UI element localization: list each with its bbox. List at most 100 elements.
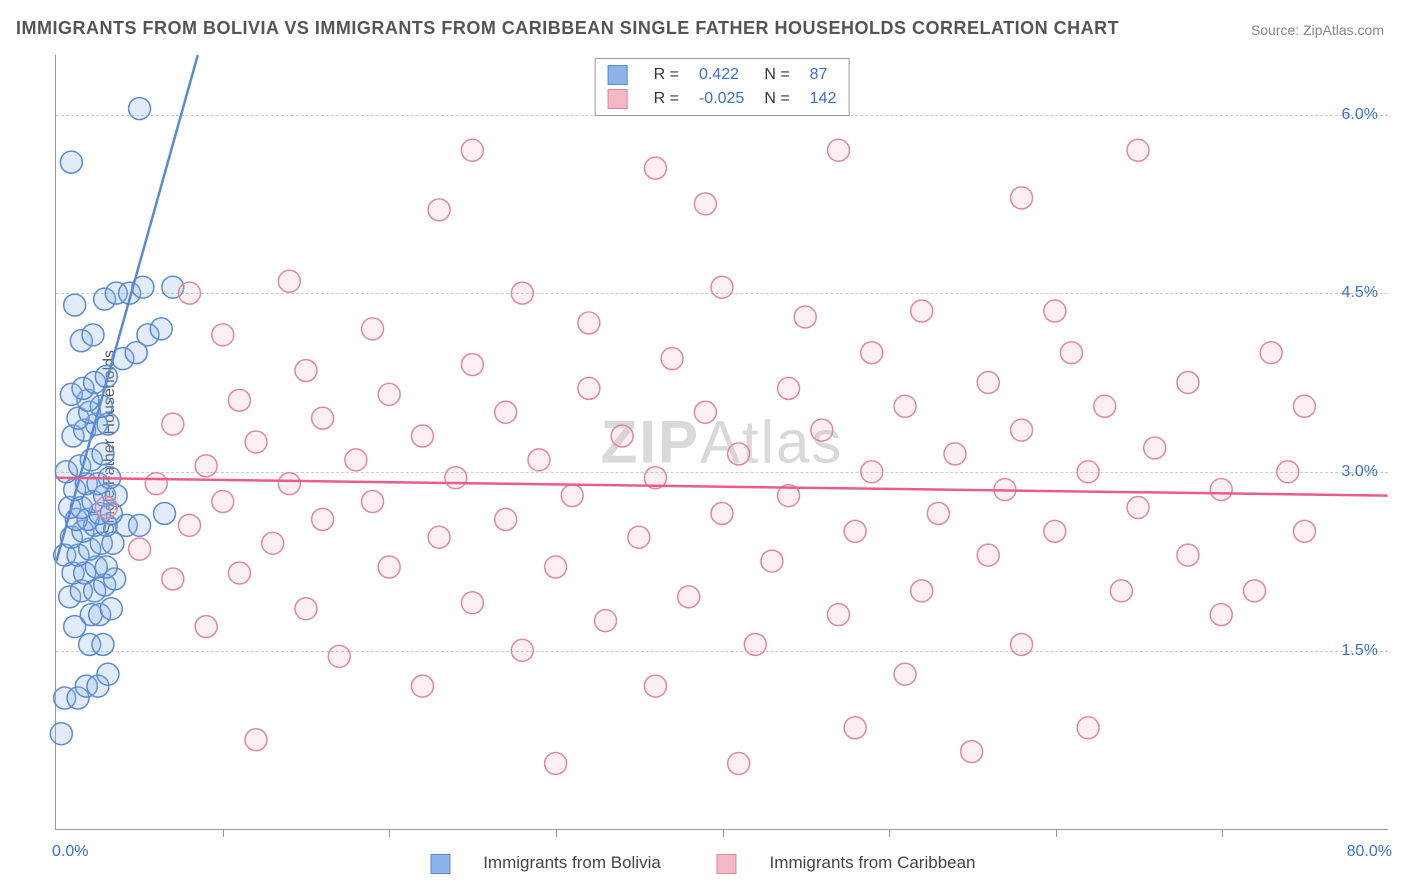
scatter-point <box>64 294 86 316</box>
x-max-label: 80.0% <box>1347 843 1392 861</box>
scatter-point <box>212 491 234 513</box>
legend-r-label: R = <box>644 87 689 111</box>
scatter-point <box>644 157 666 179</box>
scatter-point <box>179 514 201 536</box>
legend-swatch <box>608 89 628 109</box>
chart-title: IMMIGRANTS FROM BOLIVIA VS IMMIGRANTS FR… <box>16 18 1119 39</box>
scatter-point <box>312 407 334 429</box>
scatter-point <box>961 741 983 763</box>
legend-series-label: Immigrants from Bolivia <box>483 853 661 872</box>
scatter-point <box>1244 580 1266 602</box>
scatter-point <box>1044 520 1066 542</box>
scatter-point <box>212 324 234 346</box>
scatter-point <box>1177 544 1199 566</box>
scatter-point <box>97 663 119 685</box>
x-tick <box>723 829 724 837</box>
scatter-point <box>92 443 114 465</box>
legend-r-label: R = <box>644 63 689 87</box>
correlation-chart: IMMIGRANTS FROM BOLIVIA VS IMMIGRANTS FR… <box>0 0 1406 892</box>
scatter-point <box>362 318 384 340</box>
scatter-point <box>82 324 104 346</box>
scatter-svg <box>56 55 1388 829</box>
scatter-point <box>362 491 384 513</box>
scatter-point <box>461 139 483 161</box>
scatter-point <box>345 449 367 471</box>
trend-line <box>56 478 1387 496</box>
scatter-point <box>911 580 933 602</box>
scatter-point <box>644 675 666 697</box>
scatter-point <box>245 431 267 453</box>
scatter-point <box>411 675 433 697</box>
scatter-point <box>1144 437 1166 459</box>
scatter-point <box>1011 633 1033 655</box>
scatter-point <box>678 586 700 608</box>
scatter-point <box>129 98 151 120</box>
scatter-point <box>828 604 850 626</box>
scatter-point <box>561 485 583 507</box>
scatter-point <box>861 461 883 483</box>
scatter-point <box>1127 497 1149 519</box>
scatter-point <box>129 514 151 536</box>
scatter-point <box>228 562 250 584</box>
x-tick <box>1222 829 1223 837</box>
scatter-point <box>528 449 550 471</box>
scatter-point <box>861 342 883 364</box>
scatter-point <box>1127 139 1149 161</box>
legend-n-value: 142 <box>800 87 847 111</box>
scatter-point <box>511 282 533 304</box>
scatter-point <box>495 401 517 423</box>
scatter-point <box>977 544 999 566</box>
scatter-point <box>595 610 617 632</box>
scatter-point <box>295 360 317 382</box>
x-tick <box>556 829 557 837</box>
scatter-point <box>1210 604 1232 626</box>
legend-series-label: Immigrants from Caribbean <box>770 853 976 872</box>
scatter-point <box>411 425 433 447</box>
source-attribution: Source: ZipAtlas.com <box>1251 22 1384 38</box>
scatter-point <box>977 371 999 393</box>
scatter-point <box>661 348 683 370</box>
scatter-point <box>628 526 650 548</box>
scatter-point <box>129 538 151 560</box>
legend-swatch <box>430 854 450 874</box>
plot-area: ZIPAtlas Single Father Households 1.5%3.… <box>55 55 1388 830</box>
scatter-point <box>578 312 600 334</box>
legend-swatch <box>717 854 737 874</box>
scatter-point <box>195 455 217 477</box>
scatter-point <box>154 502 176 524</box>
scatter-point <box>278 473 300 495</box>
scatter-point <box>911 300 933 322</box>
scatter-point <box>1293 520 1315 542</box>
scatter-point <box>195 616 217 638</box>
scatter-point <box>179 282 201 304</box>
legend-n-value: 87 <box>800 63 847 87</box>
scatter-point <box>844 520 866 542</box>
scatter-point <box>1210 479 1232 501</box>
legend-r-value: -0.025 <box>689 87 754 111</box>
scatter-point <box>1011 187 1033 209</box>
scatter-point <box>461 592 483 614</box>
scatter-point <box>794 306 816 328</box>
scatter-point <box>694 193 716 215</box>
scatter-point <box>828 139 850 161</box>
scatter-point <box>378 556 400 578</box>
scatter-point <box>150 318 172 340</box>
x-tick <box>389 829 390 837</box>
scatter-point <box>744 633 766 655</box>
scatter-point <box>228 389 250 411</box>
scatter-point <box>944 443 966 465</box>
x-tick <box>223 829 224 837</box>
scatter-point <box>1293 395 1315 417</box>
scatter-point <box>262 532 284 554</box>
scatter-point <box>100 598 122 620</box>
scatter-point <box>495 508 517 530</box>
legend-swatch <box>608 65 628 85</box>
scatter-point <box>1077 461 1099 483</box>
scatter-point <box>545 556 567 578</box>
scatter-point <box>728 443 750 465</box>
scatter-point <box>811 419 833 441</box>
scatter-point <box>894 395 916 417</box>
scatter-point <box>694 401 716 423</box>
scatter-point <box>844 717 866 739</box>
scatter-point <box>1094 395 1116 417</box>
